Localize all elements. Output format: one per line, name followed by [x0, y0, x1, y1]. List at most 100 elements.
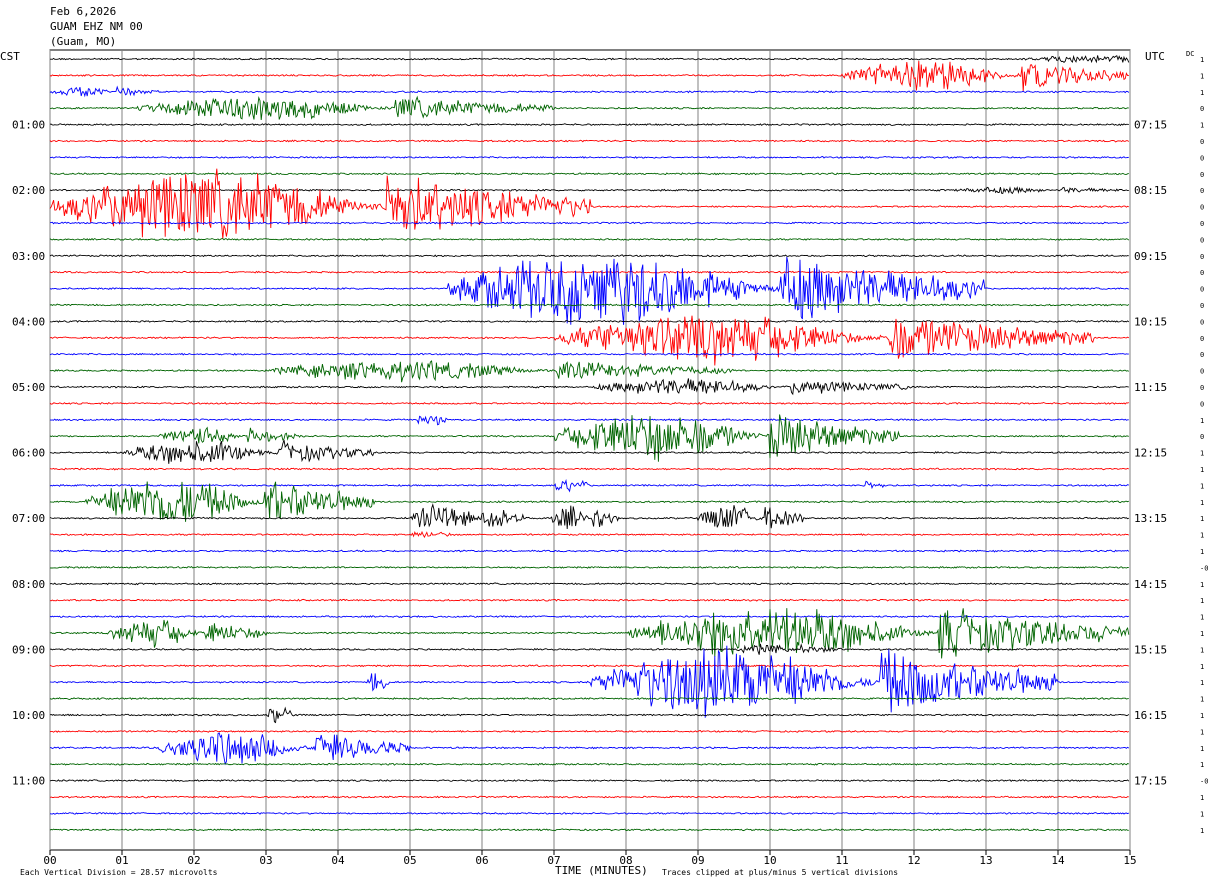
seismic-trace [49, 762, 1129, 766]
seismic-trace [49, 352, 1129, 356]
seismic-trace [49, 779, 1130, 783]
left-hour-label: 11:00 [12, 775, 45, 788]
dc-offset-value: 1 [1200, 581, 1204, 589]
seismic-trace [49, 401, 1129, 405]
seismic-trace [49, 828, 1129, 832]
dc-offset-value: 1 [1200, 794, 1204, 802]
dc-offset-value: 0 [1200, 351, 1204, 359]
dc-offset-value: 0 [1200, 302, 1204, 310]
seismic-trace [49, 478, 1130, 493]
dc-offset-value: 0 [1200, 220, 1204, 228]
dc-offset-value: 0 [1200, 335, 1204, 343]
dc-offset-value: 1 [1200, 663, 1204, 671]
dc-offset-value: 0 [1200, 269, 1204, 277]
left-hour-label: 03:00 [12, 250, 45, 263]
left-hour-label: 02:00 [12, 184, 45, 197]
seismic-trace [49, 319, 1130, 323]
right-hour-label: 08:15 [1134, 184, 1167, 197]
seismic-trace [49, 360, 1130, 383]
seismic-trace [49, 414, 1129, 462]
seismic-trace [50, 172, 1129, 176]
right-hour-label: 14:15 [1134, 578, 1167, 591]
left-hour-label: 07:00 [12, 512, 45, 525]
seismic-trace [49, 582, 1129, 586]
seismic-trace [49, 729, 1130, 733]
dc-offset-value: 1 [1200, 728, 1204, 736]
left-hour-label: 05:00 [12, 381, 45, 394]
dc-offset-value: 0 [1200, 286, 1204, 294]
x-tick-label: 12 [907, 854, 920, 867]
seismic-trace [49, 237, 1130, 241]
left-hour-label: 08:00 [12, 578, 45, 591]
seismic-trace [49, 565, 1129, 569]
dc-offset-value: 0 [1200, 400, 1204, 408]
x-tick-label: 09 [691, 854, 704, 867]
left-hour-label: 09:00 [12, 643, 45, 656]
seismic-trace [49, 795, 1129, 799]
seismic-trace [49, 467, 1130, 471]
seismic-trace [49, 732, 1130, 766]
right-hour-label: 10:15 [1134, 315, 1167, 328]
seismic-trace [49, 256, 1129, 325]
seismic-trace [49, 643, 1129, 655]
dc-offset-value: 1 [1200, 696, 1204, 704]
dc-offset-value: 1 [1200, 761, 1204, 769]
seismic-trace [49, 378, 1129, 396]
seismic-trace [49, 85, 1130, 98]
seismic-trace [49, 95, 1129, 121]
left-hour-label: 04:00 [12, 315, 45, 328]
dc-column-header: DC [1186, 50, 1194, 58]
right-hour-label: 12:15 [1134, 447, 1167, 460]
x-tick-label: 14 [1051, 854, 1065, 867]
dc-offset-value: 0 [1200, 171, 1204, 179]
x-tick-label: 03 [259, 854, 272, 867]
dc-offset-value: 0 [1200, 187, 1204, 195]
x-tick-label: 15 [1123, 854, 1136, 867]
dc-offset-value: 0 [1200, 368, 1204, 376]
right-timezone-label: UTC [1145, 50, 1165, 63]
x-axis-title: TIME (MINUTES) [555, 864, 648, 877]
dc-offset-value: 1 [1200, 482, 1204, 490]
dc-offset-value: 1 [1200, 532, 1204, 540]
dc-offset-value: 0 [1200, 253, 1204, 261]
seismic-trace [49, 481, 1129, 522]
dc-offset-value: 1 [1200, 548, 1204, 556]
left-timezone-label: CST [0, 50, 20, 63]
right-hour-label: 07:15 [1134, 119, 1167, 132]
seismic-trace [49, 221, 1129, 225]
station-location: (Guam, MO) [50, 35, 116, 48]
dc-offset-value: 1 [1200, 515, 1204, 523]
dc-offset-value: 1 [1200, 122, 1204, 130]
right-hour-label: 11:15 [1134, 381, 1167, 394]
seismic-trace [49, 549, 1130, 553]
x-tick-label: 06 [475, 854, 488, 867]
left-hour-label: 01:00 [12, 119, 45, 132]
seismic-trace [49, 664, 1129, 668]
dc-offset-value: 1 [1200, 466, 1204, 474]
dc-offset-value: 1 [1200, 597, 1204, 605]
seismic-trace [49, 812, 1129, 815]
clipping-note: Traces clipped at plus/minus 5 vertical … [662, 868, 898, 877]
dc-offset-value: 0 [1200, 138, 1204, 146]
seismic-trace [49, 186, 1129, 195]
dc-offset-value: -0 [1200, 778, 1208, 786]
seismic-trace [49, 706, 1130, 724]
seismic-trace [49, 270, 1129, 274]
dc-offset-value: 0 [1200, 384, 1204, 392]
plot-date: Feb 6,2026 [50, 5, 116, 18]
seismic-traces [49, 54, 1130, 832]
dc-offset-value: 1 [1200, 499, 1204, 507]
seismic-trace [49, 139, 1130, 143]
seismic-trace [49, 615, 1129, 619]
right-hour-label: 16:15 [1134, 709, 1167, 722]
dc-offset-value: 1 [1200, 810, 1204, 818]
right-hour-label: 17:15 [1134, 775, 1167, 788]
dc-offset-value: -0 [1200, 564, 1208, 572]
dc-offset-value: 0 [1200, 318, 1204, 326]
seismic-trace [49, 60, 1129, 92]
seismic-trace [49, 608, 1130, 659]
seismic-trace [49, 415, 1129, 426]
seismic-trace [49, 645, 1129, 718]
dc-offset-value: 1 [1200, 72, 1204, 80]
